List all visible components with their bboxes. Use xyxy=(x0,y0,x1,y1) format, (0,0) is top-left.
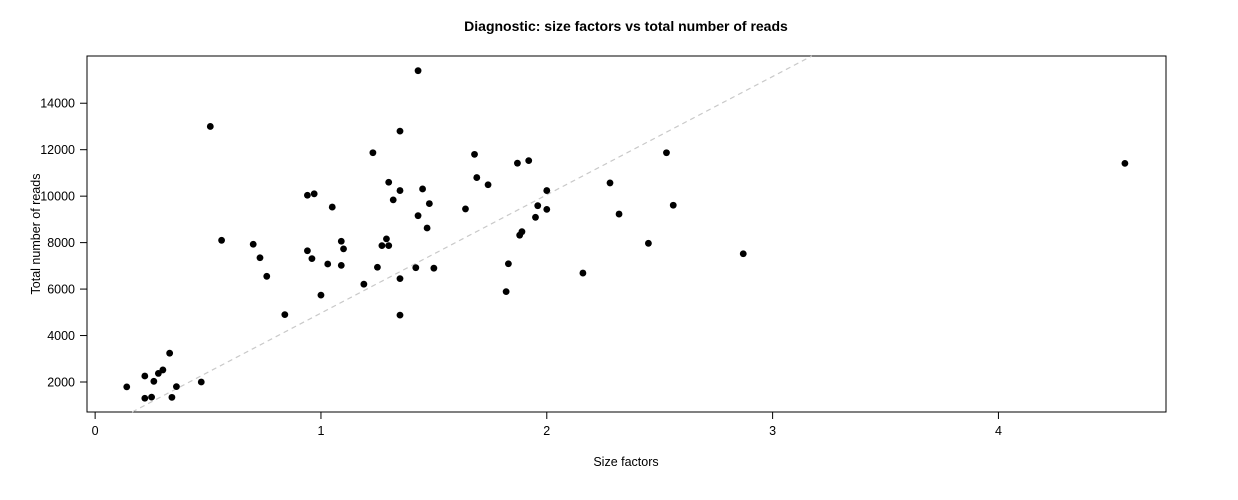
data-point xyxy=(304,247,311,255)
data-point xyxy=(396,311,404,319)
y-tick-label: 12000 xyxy=(40,143,75,157)
data-point xyxy=(534,202,542,210)
data-point xyxy=(385,178,393,186)
data-point xyxy=(502,288,510,296)
diagonal-reference-line xyxy=(131,55,812,413)
data-point xyxy=(166,349,174,357)
x-tick-label: 0 xyxy=(92,424,99,438)
data-point xyxy=(310,190,318,198)
data-point xyxy=(669,201,677,209)
y-tick-label: 2000 xyxy=(47,376,75,390)
x-axis-ticks: 0 1 2 3 4 xyxy=(92,412,1002,438)
data-point xyxy=(378,242,386,250)
data-point xyxy=(1121,159,1129,167)
data-point xyxy=(148,393,155,401)
data-point xyxy=(484,181,492,189)
data-point xyxy=(369,149,377,157)
data-point xyxy=(504,260,512,268)
data-point xyxy=(414,212,422,220)
y-tick-label: 8000 xyxy=(47,236,75,250)
data-point xyxy=(141,394,149,402)
data-point xyxy=(308,255,316,263)
data-point xyxy=(337,237,345,245)
data-point xyxy=(263,272,271,280)
data-point xyxy=(218,236,225,244)
data-point xyxy=(423,224,431,232)
y-tick-label: 10000 xyxy=(40,190,75,204)
y-axis-label: Total number of reads xyxy=(29,174,43,295)
data-points xyxy=(123,67,1129,402)
data-point xyxy=(206,123,214,130)
data-point xyxy=(543,187,551,194)
plot-title: Diagnostic: size factors vs total number… xyxy=(464,18,788,34)
data-point xyxy=(525,157,533,165)
data-point xyxy=(383,235,390,243)
data-point xyxy=(249,240,257,248)
data-point xyxy=(360,280,368,288)
plot-box xyxy=(86,55,1167,413)
data-point xyxy=(173,383,180,391)
data-point xyxy=(543,205,551,213)
data-point xyxy=(396,275,404,283)
data-point xyxy=(123,383,131,391)
data-point xyxy=(645,239,652,247)
identity-line xyxy=(131,55,812,413)
data-point xyxy=(518,228,526,236)
data-point xyxy=(324,260,332,268)
data-point xyxy=(159,366,167,374)
data-point xyxy=(739,250,747,258)
data-point xyxy=(389,196,397,204)
y-axis-ticks: 2000 4000 6000 8000 10000 12000 14000 xyxy=(40,97,87,390)
x-axis-label: Size factors xyxy=(593,455,658,469)
data-point xyxy=(328,203,336,211)
x-tick-label: 2 xyxy=(543,424,550,438)
data-point xyxy=(430,264,438,272)
data-point xyxy=(615,210,623,218)
y-tick-label: 4000 xyxy=(47,329,75,343)
data-point xyxy=(168,393,176,401)
data-point xyxy=(419,185,426,193)
x-tick-label: 4 xyxy=(995,424,1002,438)
data-point xyxy=(374,263,381,271)
data-point xyxy=(281,311,289,319)
data-point xyxy=(606,179,614,187)
data-point xyxy=(337,261,345,269)
data-point xyxy=(473,174,481,181)
data-point xyxy=(340,245,347,253)
data-point xyxy=(412,264,420,272)
data-point xyxy=(304,191,311,199)
data-point xyxy=(385,242,393,250)
data-point xyxy=(579,269,587,277)
data-point xyxy=(462,205,469,213)
x-tick-label: 1 xyxy=(317,424,324,438)
data-point xyxy=(425,200,433,207)
data-point xyxy=(256,254,264,262)
data-point xyxy=(414,67,422,75)
x-tick-label: 3 xyxy=(769,424,776,438)
data-point xyxy=(150,377,158,385)
y-tick-label: 6000 xyxy=(47,283,75,297)
data-point xyxy=(471,150,478,158)
data-point xyxy=(396,187,404,194)
data-point xyxy=(532,213,539,221)
data-point xyxy=(396,127,404,135)
y-tick-label: 14000 xyxy=(40,97,75,111)
data-point xyxy=(141,372,149,380)
data-point xyxy=(197,378,205,386)
data-point xyxy=(514,159,521,167)
data-point xyxy=(317,291,325,299)
data-point xyxy=(663,149,670,157)
